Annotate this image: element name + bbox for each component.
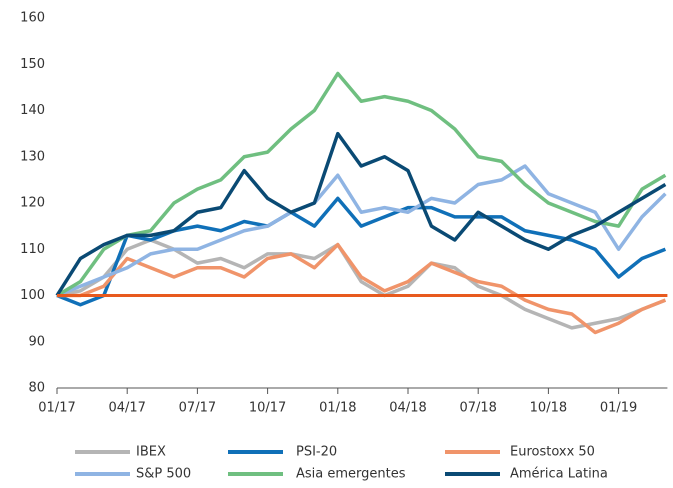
- x-tick-label: 01/17: [38, 401, 75, 416]
- x-tick-label: 10/17: [249, 401, 286, 416]
- x-tick-label: 01/19: [600, 401, 637, 416]
- x-tick-label: 10/18: [530, 401, 567, 416]
- y-tick-label: 130: [20, 149, 45, 164]
- y-tick-label: 140: [20, 103, 45, 118]
- legend-label: PSI-20: [296, 445, 337, 460]
- legend-label: S&P 500: [136, 467, 191, 482]
- series-line: [57, 242, 667, 335]
- x-tick-label: 04/18: [389, 401, 426, 416]
- legend-label: IBEX: [136, 445, 166, 460]
- y-tick-label: 90: [28, 334, 45, 349]
- series-line: [56, 164, 667, 298]
- x-tick-label: 04/17: [108, 401, 145, 416]
- y-tick-label: 160: [20, 11, 45, 26]
- x-tick-label: 07/18: [459, 401, 496, 416]
- legend-label: Eurostoxx 50: [510, 445, 595, 460]
- y-tick-label: 110: [20, 242, 45, 257]
- series-line: [56, 238, 667, 330]
- x-tick-label: 01/18: [319, 401, 356, 416]
- y-tick-label: 120: [20, 196, 45, 211]
- y-tick-label: 150: [20, 57, 45, 72]
- y-tick-label: 100: [20, 288, 45, 303]
- legend-label: América Latina: [510, 467, 608, 482]
- y-tick-label: 80: [28, 381, 45, 396]
- legend-label: Asia emergentes: [296, 467, 406, 482]
- series-line: [55, 131, 667, 297]
- x-tick-label: 07/17: [179, 401, 216, 416]
- series-line: [56, 71, 667, 298]
